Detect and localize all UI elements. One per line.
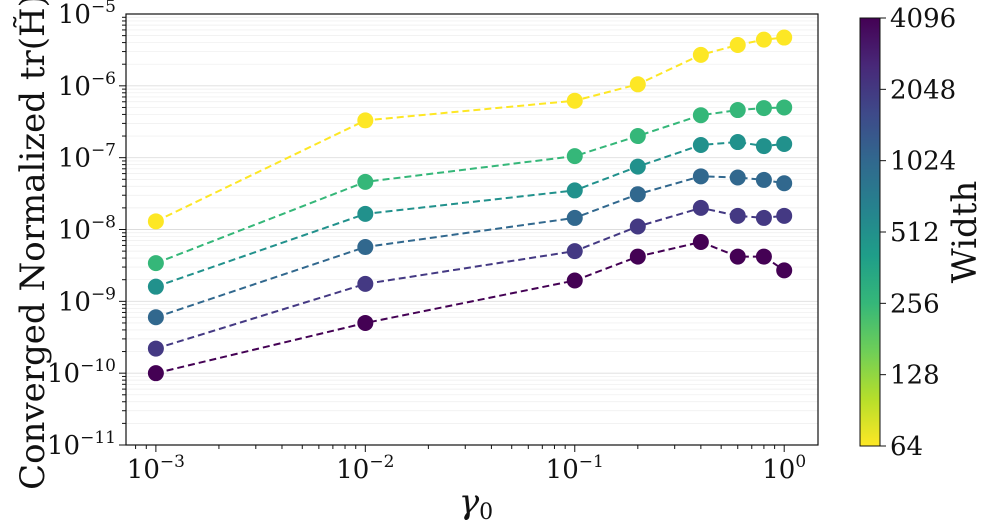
colorbar: 64 128 256 512 1024 2048 4096	[859, 4, 956, 462]
data-point	[147, 255, 164, 272]
data-point	[147, 365, 164, 382]
series-width-1024	[147, 168, 793, 326]
data-point	[629, 128, 646, 145]
data-point	[729, 102, 746, 119]
data-point	[147, 309, 164, 326]
series-width-4096	[147, 233, 793, 382]
data-point	[566, 148, 583, 165]
y-tick-label: 10−9	[58, 284, 116, 317]
data-point	[629, 186, 646, 203]
series-width-512	[147, 134, 793, 295]
data-point	[776, 135, 793, 152]
data-point	[755, 248, 772, 265]
data-point	[357, 205, 374, 222]
data-point	[755, 209, 772, 226]
series-line	[155, 36, 785, 223]
series-line	[155, 206, 785, 350]
y-tick-label: 10−8	[58, 213, 116, 246]
grid	[126, 16, 818, 446]
colorbar-tick-label: 128	[890, 361, 940, 391]
data-point	[629, 158, 646, 175]
colorbar-title: Width	[945, 181, 985, 284]
data-point	[729, 248, 746, 265]
data-point	[357, 314, 374, 331]
x-axis: 10−3 10−2 10−1 100	[127, 445, 806, 485]
data-point	[755, 31, 772, 48]
data-point	[692, 46, 709, 63]
data-point	[147, 278, 164, 295]
data-point	[566, 272, 583, 289]
data-point	[357, 112, 374, 129]
data-point	[566, 92, 583, 109]
series-width-64	[147, 29, 793, 230]
x-tick-label: 10−1	[546, 452, 604, 485]
x-tick-label: 100	[762, 452, 806, 485]
colorbar-gradient	[859, 17, 881, 447]
y-axis-title: Converged Normalized tr(H̃)	[13, 0, 53, 490]
data-point	[566, 182, 583, 199]
data-point	[776, 262, 793, 279]
data-point	[729, 207, 746, 224]
data-point	[357, 275, 374, 292]
data-point	[776, 207, 793, 224]
colorbar-tick-label: 1024	[890, 147, 956, 177]
data-point	[147, 213, 164, 230]
colorbar-tick-label: 2048	[890, 75, 956, 105]
data-point	[729, 134, 746, 151]
data-point	[729, 37, 746, 54]
data-point	[755, 100, 772, 117]
colorbar-tick-label: 64	[890, 432, 923, 462]
data-point	[776, 99, 793, 116]
x-tick-label: 10−3	[127, 452, 185, 485]
data-point	[729, 169, 746, 186]
data-point	[566, 243, 583, 260]
data-point	[776, 175, 793, 192]
data-point	[776, 29, 793, 46]
series-line	[155, 175, 785, 319]
data-point	[692, 199, 709, 216]
data-point	[629, 76, 646, 93]
data-point	[692, 137, 709, 154]
data-point	[692, 107, 709, 124]
series-line	[155, 240, 785, 375]
data-point	[692, 233, 709, 250]
data-point	[629, 218, 646, 235]
data-point	[755, 171, 772, 188]
colorbar-tick-label: 256	[890, 289, 940, 319]
series-line	[155, 106, 785, 265]
series-width-2048	[147, 199, 793, 357]
series-layer	[147, 29, 793, 382]
y-tick-label: 10−10	[47, 356, 116, 389]
data-point	[357, 239, 374, 256]
data-point	[692, 168, 709, 185]
y-tick-label: 10−5	[58, 0, 116, 30]
x-axis-title: γ0	[459, 482, 493, 525]
y-tick-label: 10−11	[47, 428, 116, 461]
y-tick-label: 10−7	[58, 141, 116, 174]
y-axis: 10−11 10−10 10−9 10−8 10−7 10−6 10−5	[47, 0, 126, 461]
series-line	[155, 140, 785, 288]
data-point	[755, 138, 772, 155]
data-point	[566, 209, 583, 226]
data-point	[357, 173, 374, 190]
data-point	[147, 340, 164, 357]
x-tick-label: 10−2	[336, 452, 394, 485]
y-tick-label: 10−6	[58, 69, 116, 102]
data-point	[629, 248, 646, 265]
colorbar-tick-label: 512	[890, 218, 940, 248]
series-width-256	[147, 99, 793, 272]
colorbar-tick-label: 4096	[890, 4, 956, 34]
